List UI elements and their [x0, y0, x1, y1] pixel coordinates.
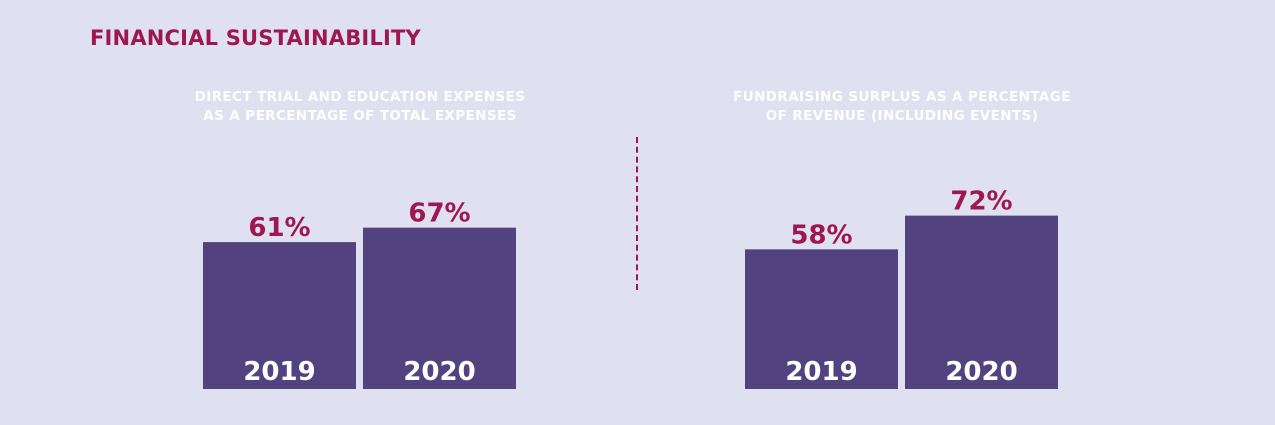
bar-expenses-2019 [203, 242, 356, 389]
chart-title-line: FUNDRAISING SURPLUS AS A PERCENTAGE [733, 89, 1071, 105]
bar-category-label: 2020 [945, 357, 1017, 387]
chart-title-line: DIRECT TRIAL AND EDUCATION EXPENSES [194, 89, 526, 105]
bar-fundraising-2020 [905, 215, 1058, 389]
bar-category-label: 2019 [243, 357, 315, 387]
chart-title-expenses: DIRECT TRIAL AND EDUCATION EXPENSES AS A… [125, 88, 595, 126]
bar-fundraising-2019 [745, 249, 898, 389]
chart-title-line: AS A PERCENTAGE OF TOTAL EXPENSES [203, 108, 517, 124]
bar-chart-expenses: 61% 2019 67% 2020 [203, 199, 516, 389]
bar-category-label: 2019 [785, 357, 857, 387]
bar-category-label: 2020 [403, 357, 475, 387]
section-divider [636, 137, 638, 290]
page-title: FINANCIAL SUSTAINABILITY [90, 26, 421, 50]
bar-value-label: 58% [790, 220, 852, 250]
bar-chart-fundraising: 58% 2019 72% 2020 [745, 187, 1058, 389]
bar-value-label: 67% [408, 199, 470, 229]
bar-value-label: 61% [248, 213, 310, 243]
chart-title-fundraising: FUNDRAISING SURPLUS AS A PERCENTAGE OF R… [667, 88, 1137, 126]
bar-value-label: 72% [950, 187, 1012, 217]
bar-expenses-2020 [363, 227, 516, 389]
chart-title-line: OF REVENUE (INCLUDING EVENTS) [765, 108, 1039, 124]
